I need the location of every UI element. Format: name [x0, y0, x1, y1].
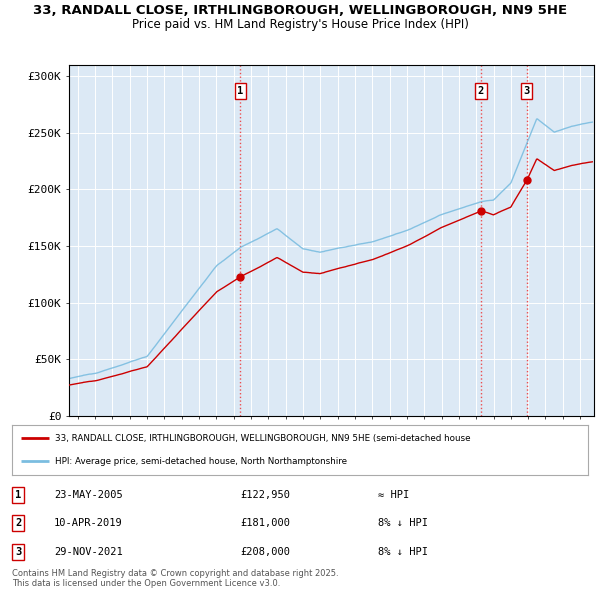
Text: 33, RANDALL CLOSE, IRTHLINGBOROUGH, WELLINGBOROUGH, NN9 5HE (semi-detached house: 33, RANDALL CLOSE, IRTHLINGBOROUGH, WELL…	[55, 434, 471, 443]
Text: Contains HM Land Registry data © Crown copyright and database right 2025.
This d: Contains HM Land Registry data © Crown c…	[12, 569, 338, 588]
Text: 29-NOV-2021: 29-NOV-2021	[54, 547, 123, 556]
Text: 1: 1	[15, 490, 21, 500]
Text: 10-APR-2019: 10-APR-2019	[54, 519, 123, 528]
Text: 8% ↓ HPI: 8% ↓ HPI	[378, 519, 428, 528]
Text: £181,000: £181,000	[240, 519, 290, 528]
Text: Price paid vs. HM Land Registry's House Price Index (HPI): Price paid vs. HM Land Registry's House …	[131, 18, 469, 31]
Text: 1: 1	[237, 86, 244, 96]
Text: 2: 2	[478, 86, 484, 96]
Text: HPI: Average price, semi-detached house, North Northamptonshire: HPI: Average price, semi-detached house,…	[55, 457, 347, 466]
Text: £208,000: £208,000	[240, 547, 290, 556]
Text: 33, RANDALL CLOSE, IRTHLINGBOROUGH, WELLINGBOROUGH, NN9 5HE: 33, RANDALL CLOSE, IRTHLINGBOROUGH, WELL…	[33, 4, 567, 17]
Text: 2: 2	[15, 519, 21, 528]
Text: 3: 3	[524, 86, 530, 96]
Text: £122,950: £122,950	[240, 490, 290, 500]
Text: 23-MAY-2005: 23-MAY-2005	[54, 490, 123, 500]
Text: 8% ↓ HPI: 8% ↓ HPI	[378, 547, 428, 556]
Text: ≈ HPI: ≈ HPI	[378, 490, 409, 500]
Text: 3: 3	[15, 547, 21, 556]
